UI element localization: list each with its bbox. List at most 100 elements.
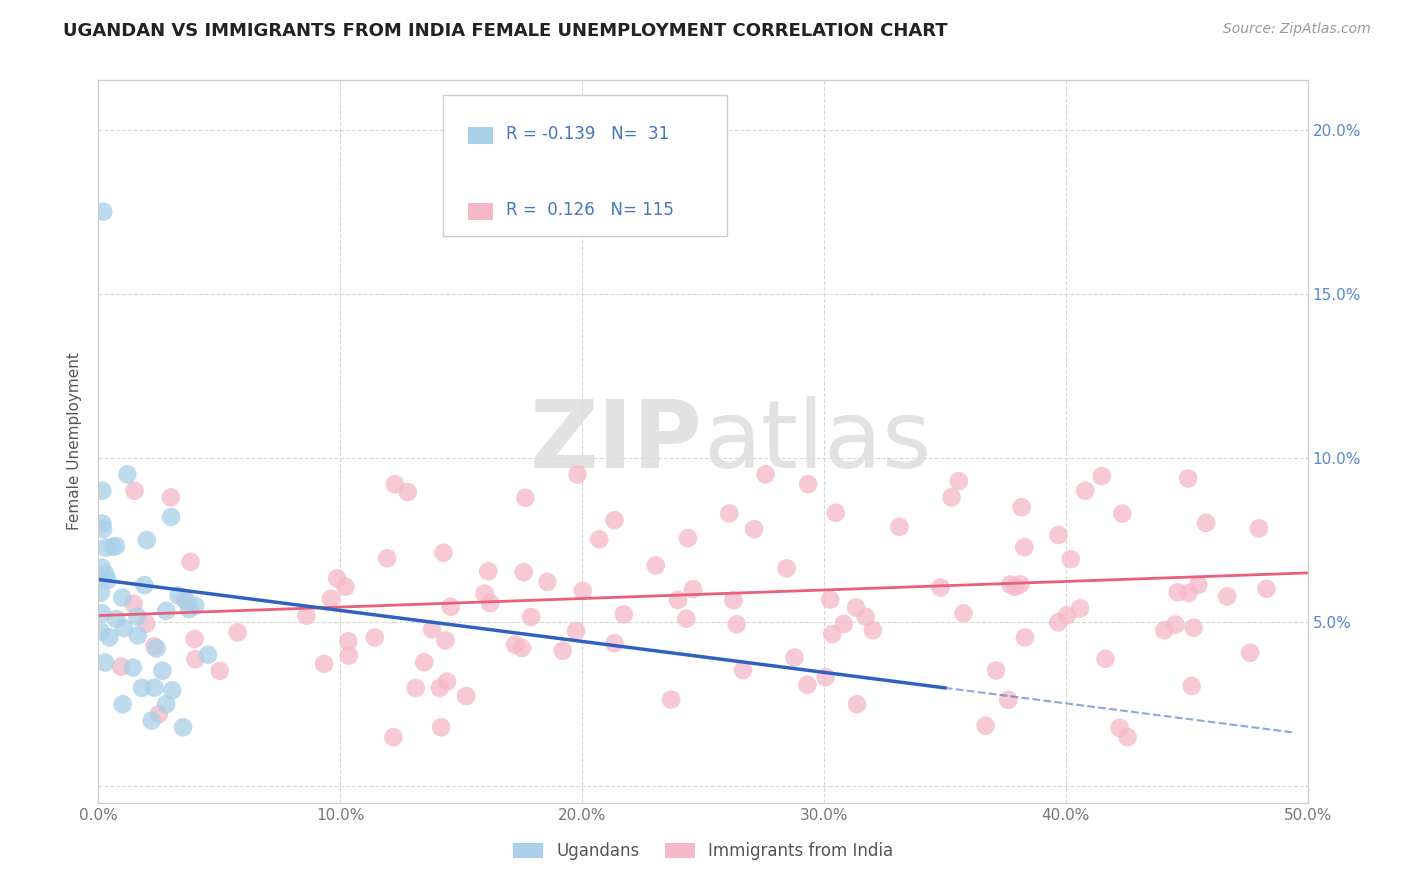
Point (565, 624, 588, 638)
Point (613, 607, 636, 622)
Point (755, 467, 778, 482)
Point (456, 689, 478, 703)
Y-axis label: Female Unemployment: Female Unemployment (67, 352, 83, 531)
Point (718, 507, 741, 521)
Point (382, 730, 405, 744)
Point (1047, 615, 1070, 630)
Point (160, 510, 183, 524)
Point (1111, 507, 1133, 521)
Point (90, 560, 112, 574)
Text: R = -0.139   N=  31: R = -0.139 N= 31 (506, 126, 669, 144)
Point (1256, 582, 1278, 596)
Point (997, 693, 1019, 707)
Point (105, 539, 128, 553)
Point (184, 599, 207, 613)
Point (1069, 601, 1091, 615)
Point (666, 593, 689, 607)
Point (474, 587, 496, 601)
Point (588, 533, 610, 547)
Point (111, 698, 134, 712)
Point (984, 664, 1007, 678)
Point (1216, 590, 1239, 604)
Point (364, 631, 387, 645)
Point (197, 648, 219, 662)
Point (1047, 528, 1070, 542)
FancyBboxPatch shape (468, 202, 492, 219)
Point (131, 681, 153, 695)
Point (112, 621, 135, 635)
Point (845, 600, 868, 615)
Point (515, 491, 537, 505)
Point (337, 648, 360, 663)
Point (90, 624, 112, 639)
Point (396, 485, 419, 500)
Point (122, 660, 145, 674)
Point (135, 616, 157, 631)
Point (429, 681, 451, 695)
Point (127, 628, 149, 642)
Point (1247, 521, 1270, 535)
Point (143, 640, 166, 654)
Text: R =  0.126   N= 115: R = 0.126 N= 115 (506, 202, 673, 219)
Point (134, 578, 156, 592)
Point (571, 583, 593, 598)
Point (98, 631, 121, 645)
Point (172, 720, 194, 734)
Point (1182, 621, 1205, 635)
Point (430, 720, 453, 734)
Point (101, 540, 124, 554)
Point (948, 474, 970, 488)
FancyBboxPatch shape (468, 127, 492, 144)
Point (513, 565, 536, 579)
Point (145, 641, 167, 656)
Point (1108, 721, 1130, 735)
Point (731, 663, 754, 677)
Point (167, 589, 190, 603)
Point (405, 681, 427, 695)
Point (1181, 679, 1204, 693)
Point (1060, 552, 1083, 566)
Point (152, 664, 174, 678)
Point (952, 607, 974, 621)
Point (1010, 577, 1032, 591)
Point (148, 707, 170, 722)
Point (832, 617, 855, 632)
Point (127, 609, 149, 624)
Text: ZIP: ZIP (530, 395, 703, 488)
Point (725, 617, 748, 632)
Point (1094, 652, 1116, 666)
Point (818, 592, 841, 607)
Point (94, 541, 117, 555)
Point (941, 491, 963, 505)
Point (477, 564, 499, 578)
Point (314, 657, 336, 671)
Point (319, 591, 342, 606)
Point (1091, 469, 1114, 483)
Point (1004, 580, 1026, 594)
Point (413, 655, 436, 669)
Point (567, 467, 589, 482)
Point (1187, 578, 1209, 592)
Point (814, 670, 837, 684)
Point (183, 632, 205, 646)
Point (824, 506, 846, 520)
Point (929, 581, 952, 595)
Point (91, 516, 114, 531)
Point (536, 574, 558, 589)
Point (143, 681, 166, 695)
Point (479, 596, 502, 610)
Point (94, 566, 117, 581)
Point (117, 467, 139, 482)
Point (436, 674, 458, 689)
Point (846, 698, 869, 712)
Point (384, 477, 406, 491)
Point (797, 477, 820, 491)
Point (176, 594, 198, 608)
Point (503, 638, 526, 652)
Point (796, 678, 818, 692)
Point (110, 659, 132, 673)
Point (1011, 500, 1033, 515)
Point (155, 698, 177, 712)
Point (111, 591, 134, 605)
Point (337, 634, 360, 648)
